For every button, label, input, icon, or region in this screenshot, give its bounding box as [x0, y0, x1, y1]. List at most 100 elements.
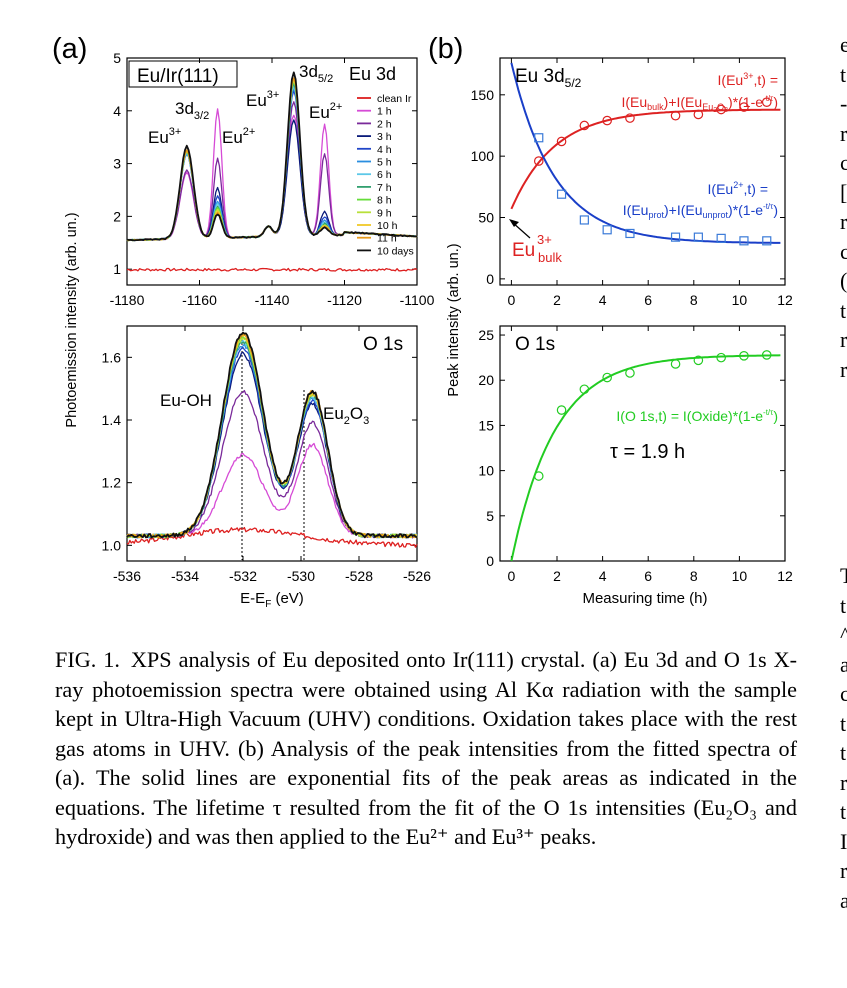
data-point [556, 405, 567, 415]
clipped-char: t [840, 592, 847, 618]
series-line [126, 101, 418, 241]
clipped-char: - [840, 91, 847, 116]
svg-text:I(Euprot)+I(Euunprot)*(1-e-t/τ: I(Euprot)+I(Euunprot)*(1-e-t/τ) [623, 202, 778, 220]
fit-line [510, 62, 781, 244]
clipped-char: r [840, 858, 847, 883]
y-tick-label: 2 [113, 208, 121, 224]
x-tick-label: 10 [732, 292, 748, 308]
panel-eu-intensity: 0 2 4 6 8 10 12 0 50 100 150 Eu 3d5/2 I(Eu3+,t) = … [471, 57, 793, 308]
label-eu3-a: Eu3+ [148, 126, 181, 147]
clipped-char: c [840, 681, 847, 706]
series-line [126, 77, 418, 242]
sample-box [128, 60, 238, 88]
clipped-char: a [840, 651, 847, 677]
data-point [579, 384, 590, 395]
data-point [670, 110, 681, 121]
y-tick-label: 1.2 [102, 475, 122, 491]
x-tick-label: -536 [113, 568, 141, 584]
y-tick-label: 1.4 [102, 412, 122, 428]
caption-label: FIG. 1. [55, 647, 120, 672]
legend-label: 5 h [377, 157, 392, 169]
x-tick-label: -528 [345, 568, 373, 584]
plot-frame [126, 325, 418, 562]
series-line [126, 337, 418, 539]
xlabel-a: E-EF (eV) [240, 590, 304, 610]
x-tick-label: 2 [553, 568, 561, 584]
data-point [739, 351, 749, 361]
svg-text:bulk: bulk [538, 250, 562, 265]
x-tick-label: -1100 [400, 292, 435, 308]
series-line [126, 333, 418, 539]
x-tick-label: -1140 [255, 292, 290, 308]
clipped-char [840, 443, 847, 473]
clipped-char: c [840, 238, 847, 264]
x-tick-label: 12 [777, 292, 793, 308]
x-tick-label: 6 [644, 292, 652, 308]
series-line [126, 85, 418, 241]
legend-label: 7 h [377, 182, 392, 194]
panel-o1s-intensity: 0 2 4 6 8 10 12 0 5 10 15 20 25 O 1s I(O 1s,t) = I(O… [478, 325, 793, 607]
fit-line [510, 354, 781, 562]
clipped-char [840, 414, 847, 444]
x-tick-label: 4 [599, 568, 607, 584]
series-line [126, 341, 418, 539]
legend-label: 3 h [377, 131, 392, 143]
x-tick-label: 4 [599, 292, 607, 308]
series-line [126, 333, 418, 539]
x-tick-label: 6 [644, 568, 652, 584]
data-point [761, 97, 772, 107]
clipped-char [840, 532, 847, 562]
y-tick-label: 100 [471, 148, 495, 164]
ylabel-b: Peak intensity (arb. un.) [446, 243, 462, 396]
y-tick-label: 150 [471, 87, 495, 103]
data-point [716, 233, 726, 243]
y-tick-label: 1.6 [102, 349, 122, 365]
label-eu2-a: Eu2+ [222, 126, 255, 147]
panel-title-eu3d: Eu 3d [349, 64, 396, 84]
legend-label: 2 h [377, 118, 392, 130]
series-line [126, 87, 418, 242]
data-point [739, 236, 749, 246]
panel-o1s-spectra: -536 -534 -532 -530 -528 -526 1.0 1.2 1.4 1.6 O 1… [102, 325, 431, 610]
panel-label-b: (b) [428, 33, 463, 65]
xlabel-b: Measuring time (h) [582, 590, 707, 607]
data-point [693, 232, 703, 242]
label-eu2-b: Eu2+ [309, 101, 342, 122]
data-point [625, 113, 635, 123]
x-tick-label: 8 [690, 292, 698, 308]
legend: clean Ir1 h2 h3 h4 h5 h6 h7 h8 h9 h10 h1… [357, 93, 414, 257]
data-point [556, 136, 567, 147]
svg-text:3+: 3+ [537, 232, 552, 247]
clipped-char: a [840, 887, 847, 913]
series-line [126, 339, 418, 539]
panel-title-eu3d52: Eu 3d5/2 [515, 66, 582, 90]
y-tick-label: 5 [486, 508, 494, 524]
data-point [625, 228, 635, 239]
legend-label: clean Ir [377, 93, 412, 105]
y-tick-label: 25 [478, 327, 494, 343]
series-line [126, 82, 418, 242]
clipped-char: t [840, 799, 847, 824]
clipped-char: t [840, 740, 847, 765]
svg-text:Eu: Eu [512, 240, 535, 261]
x-tick-label: 8 [690, 568, 698, 584]
x-tick-label: 2 [553, 292, 561, 308]
caption-text: XPS analysis of Eu deposited onto Ir(111… [55, 647, 797, 849]
clipped-char: r [840, 120, 847, 146]
x-tick-label: 10 [732, 568, 748, 584]
data-point [602, 372, 612, 383]
x-tick-label: -1160 [182, 292, 217, 308]
y-tick-label: 1 [113, 261, 121, 277]
data-point [602, 115, 612, 126]
svg-text:I(Eu2+,t) =: I(Eu2+,t) = [708, 180, 768, 197]
label-eu3-bulk: Eu 3+ bulk [512, 232, 562, 265]
data-point [762, 236, 772, 246]
clipped-char: e [840, 32, 847, 57]
data-point [670, 359, 681, 369]
plot-frame [499, 325, 786, 562]
panel-label-a: (a) [52, 33, 87, 65]
series-line [126, 267, 418, 272]
x-tick-label: 12 [777, 568, 793, 584]
clipped-char: ^ [840, 622, 847, 647]
series-line [126, 119, 417, 242]
